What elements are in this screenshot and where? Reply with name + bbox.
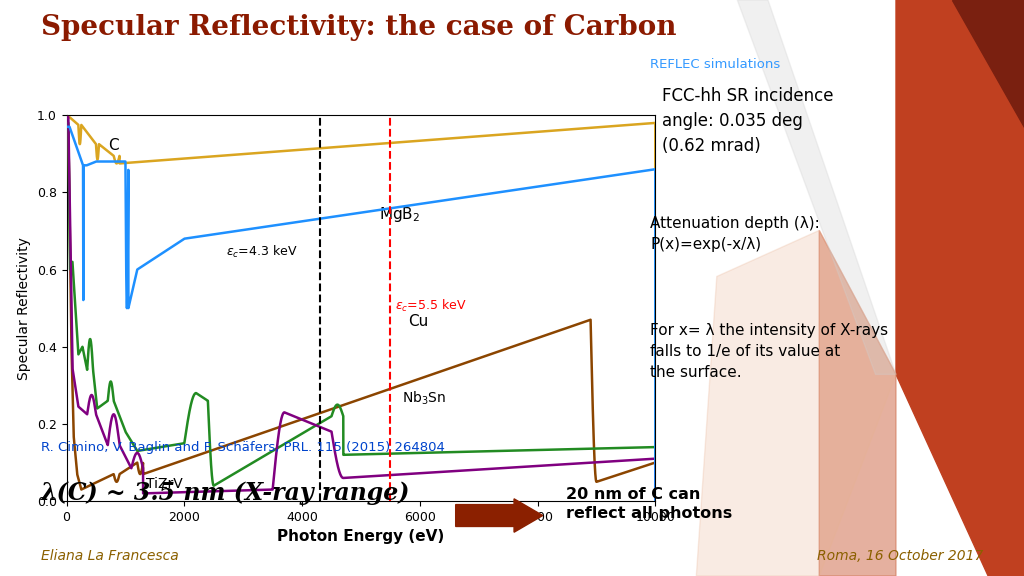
Text: Specular Reflectivity: the case of Carbon: Specular Reflectivity: the case of Carbo… (41, 14, 677, 41)
Text: $\epsilon_c$=5.5 keV: $\epsilon_c$=5.5 keV (395, 298, 467, 314)
Polygon shape (696, 230, 896, 576)
Polygon shape (896, 0, 1024, 576)
Text: Cu: Cu (408, 313, 428, 328)
Text: REFLEC simulations: REFLEC simulations (650, 58, 780, 71)
Text: Nb$_3$Sn: Nb$_3$Sn (402, 390, 446, 407)
Text: R. Cimino, V. Baglin and F. Schäfers, PRL. 115 (2015) 264804: R. Cimino, V. Baglin and F. Schäfers, PR… (41, 441, 444, 454)
Text: λ(C) ~ 3.5 nm (X-ray range): λ(C) ~ 3.5 nm (X-ray range) (41, 481, 411, 505)
Text: Roma, 16 October 2017: Roma, 16 October 2017 (817, 550, 983, 563)
Text: Attenuation depth (λ):
P(x)=exp(-x/λ): Attenuation depth (λ): P(x)=exp(-x/λ) (650, 216, 820, 252)
Text: MgB$_2$: MgB$_2$ (379, 206, 420, 225)
Polygon shape (819, 230, 896, 576)
Text: For x= λ the intensity of X-rays
falls to 1/e of its value at
the surface.: For x= λ the intensity of X-rays falls t… (650, 323, 889, 380)
Polygon shape (737, 0, 896, 374)
Text: C: C (108, 138, 119, 153)
X-axis label: Photon Energy (eV): Photon Energy (eV) (278, 529, 444, 544)
Polygon shape (952, 0, 1024, 127)
Y-axis label: Specular Reflectivity: Specular Reflectivity (17, 237, 32, 380)
Text: 20 nm of C can
reflect all photons: 20 nm of C can reflect all photons (566, 487, 732, 521)
Text: $\epsilon_c$=4.3 keV: $\epsilon_c$=4.3 keV (225, 244, 297, 260)
Text: FCC-hh SR incidence
angle: 0.035 deg
(0.62 mrad): FCC-hh SR incidence angle: 0.035 deg (0.… (662, 87, 834, 155)
Text: TiZrV: TiZrV (146, 476, 183, 491)
Text: Eliana La Francesca: Eliana La Francesca (41, 550, 179, 563)
